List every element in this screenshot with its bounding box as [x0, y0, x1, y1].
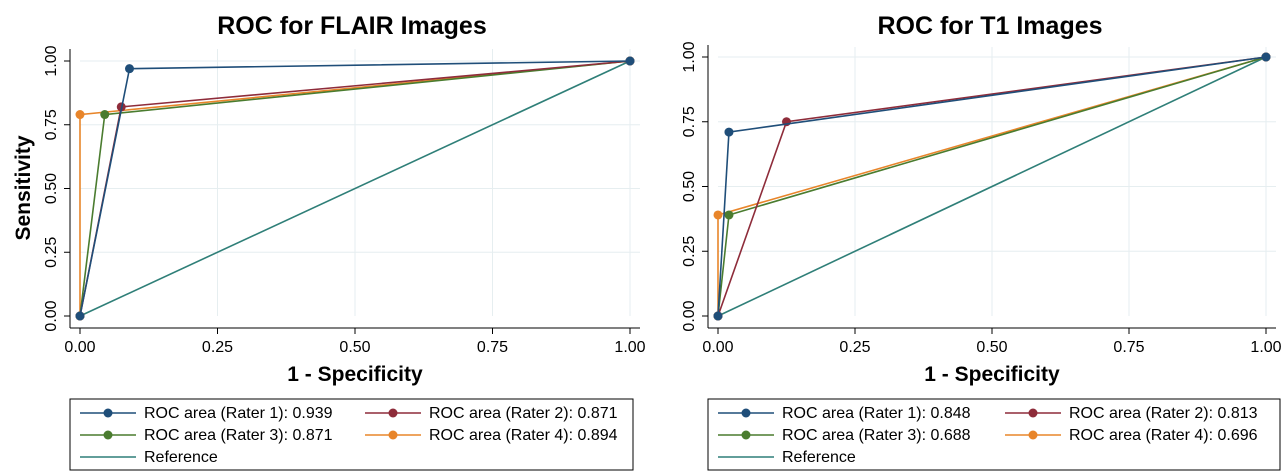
legend-label: ROC area (Rater 2): 0.871 [429, 405, 618, 422]
legend-swatch-marker [741, 408, 751, 418]
y-tick-label: 0.75 [681, 106, 698, 137]
legend-label: Reference [144, 449, 218, 466]
legend-swatch-marker [103, 430, 113, 440]
legend-swatch-marker [741, 430, 751, 440]
data-point-rater-1 [1261, 52, 1271, 62]
legend-swatch-marker [103, 408, 113, 418]
x-tick-label: 1.00 [614, 339, 645, 356]
legend-label: ROC area (Rater 2): 0.813 [1069, 405, 1258, 422]
y-tick-label: 0.50 [681, 171, 698, 202]
data-point-rater-1 [75, 311, 85, 321]
chart-panel-2: ROC for T1 Images 0.00 0.25 0.50 0.75 1.00 0.0… [681, 12, 1282, 471]
chart-title: ROC for FLAIR Images [217, 12, 486, 40]
x-axis-label: 1 - Specificity [924, 363, 1060, 386]
series-line-reference [717, 56, 1267, 317]
y-tick-label: 1.00 [681, 41, 698, 72]
y-tick-label: 0.75 [43, 109, 60, 140]
data-point-rater-1 [625, 56, 635, 66]
series-line-reference [79, 60, 631, 317]
data-point-rater-3 [100, 110, 110, 120]
y-tick-label: 1.00 [43, 45, 60, 76]
legend-swatch-marker [1028, 430, 1038, 440]
legend-label: ROC area (Rater 4): 0.696 [1069, 427, 1258, 444]
x-tick-label: 0.75 [477, 339, 508, 356]
data-point-rater-1 [713, 311, 723, 321]
legend-label: ROC area (Rater 3): 0.688 [782, 427, 971, 444]
y-axis-label: Sensitivity [12, 135, 35, 240]
x-tick-label: 0.25 [839, 339, 870, 356]
data-point-rater-4 [75, 110, 85, 120]
legend-box [707, 398, 1281, 471]
legend-swatch-marker [1028, 408, 1038, 418]
legend-label: ROC area (Rater 3): 0.871 [144, 427, 333, 444]
legend-box [69, 398, 634, 471]
x-tick-label: 0.75 [1113, 339, 1144, 356]
legend-swatch-marker [388, 408, 398, 418]
x-tick-label: 1.00 [1250, 339, 1281, 356]
y-tick-label: 0.00 [43, 300, 60, 331]
data-point-rater-1 [125, 64, 134, 74]
legend-label: Reference [782, 449, 856, 466]
legend-label: ROC area (Rater 1): 0.848 [782, 405, 971, 422]
y-tick-label: 0.25 [681, 236, 698, 267]
chart-panel-1: ROC for FLAIR Images 0.00 0.25 0.50 0.75 1.00… [12, 12, 646, 471]
data-point-rater-3 [724, 210, 734, 220]
legend: ROC area (Rater 1): 0.939 ROC area (Rater… [69, 398, 634, 471]
x-tick-label: 0.00 [64, 339, 95, 356]
chart-title: ROC for T1 Images [877, 12, 1102, 40]
y-tick-label: 0.50 [43, 173, 60, 204]
x-tick-label: 0.50 [976, 339, 1007, 356]
y-tick-label: 0.25 [43, 237, 60, 268]
legend: ROC area (Rater 1): 0.848 ROC area (Rater… [707, 398, 1281, 471]
legend-label: ROC area (Rater 4): 0.894 [429, 427, 618, 444]
x-tick-label: 0.00 [702, 339, 733, 356]
x-tick-label: 0.50 [339, 339, 370, 356]
legend-swatch-marker [388, 430, 398, 440]
x-tick-label: 0.25 [202, 339, 233, 356]
data-point-rater-1 [724, 127, 734, 137]
legend-label: ROC area (Rater 1): 0.939 [144, 405, 333, 422]
data-point-rater-4 [713, 210, 723, 220]
x-axis-label: 1 - Specificity [287, 363, 423, 386]
y-tick-label: 0.00 [681, 300, 698, 331]
